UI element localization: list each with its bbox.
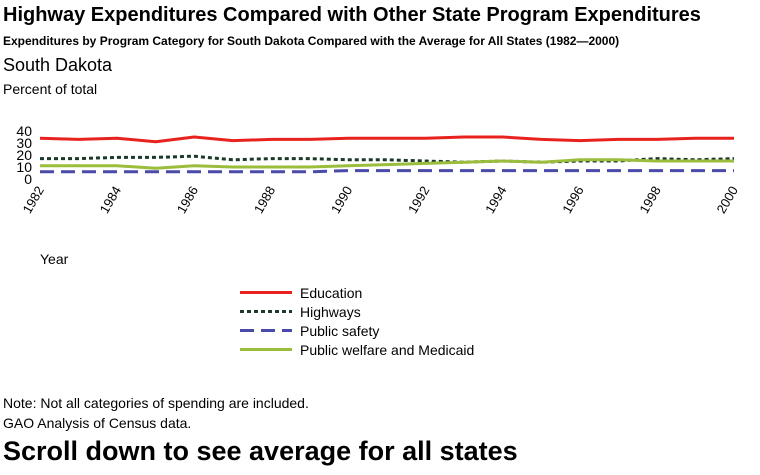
legend-item: Public safety: [240, 321, 474, 340]
x-tick-label: 1994: [482, 183, 509, 216]
chart-subtitle: Expenditures by Program Category for Sou…: [3, 34, 620, 48]
legend-label: Education: [300, 284, 363, 301]
x-tick-label: 1992: [405, 184, 432, 217]
region-label: South Dakota: [3, 55, 113, 75]
legend-label: Public welfare and Medicaid: [300, 341, 475, 358]
series-line-education: [39, 135, 734, 144]
legend-swatch: [240, 348, 292, 351]
y-axis-label: Percent of total: [3, 81, 98, 97]
legend: Education Highways Public safety Public wel…: [240, 283, 474, 359]
chart-title: Highway Expenditures Compared with Other…: [3, 4, 701, 26]
legend-swatch: [240, 310, 292, 313]
y-tick-label: 20: [16, 147, 32, 163]
x-tick-label: 1988: [251, 184, 278, 217]
x-tick-label: 1998: [636, 184, 663, 217]
legend-label: Highways: [300, 303, 361, 320]
legend-item: Highways: [240, 302, 474, 321]
x-tick-label: 1982: [19, 184, 46, 217]
y-tick-label: 40: [16, 123, 32, 139]
series-line-highways: [40, 154, 735, 164]
legend-item: Education: [240, 283, 474, 302]
series-line-public-welfare-and-medicaid: [40, 158, 734, 170]
footnote: Note: Not all categories of spending are…: [3, 395, 309, 411]
x-tick-label: 2000: [713, 184, 740, 217]
legend-swatch: [240, 329, 292, 332]
scroll-hint: Scroll down to see average for all state…: [3, 436, 518, 466]
series-lines: [39, 135, 735, 174]
x-tick-label: 1990: [328, 184, 355, 217]
x-tick-label: 1996: [559, 184, 586, 217]
legend-swatch: [240, 291, 292, 294]
y-tick-label: 0: [24, 171, 32, 187]
series-line-public-safety: [40, 169, 734, 174]
x-tick-label: 1984: [97, 184, 124, 217]
y-tick-label: 10: [16, 159, 32, 175]
legend-label: Public safety: [300, 322, 380, 339]
x-tick-label: 1986: [174, 184, 201, 217]
source-note: GAO Analysis of Census data.: [3, 415, 192, 431]
x-axis-label: Year: [40, 251, 69, 267]
legend-item: Public welfare and Medicaid: [240, 340, 474, 359]
y-tick-label: 30: [16, 135, 32, 151]
x-axis: 1982 1984 1986 1988 1990 1992 1994 1996 1998 2000: [19, 183, 740, 216]
